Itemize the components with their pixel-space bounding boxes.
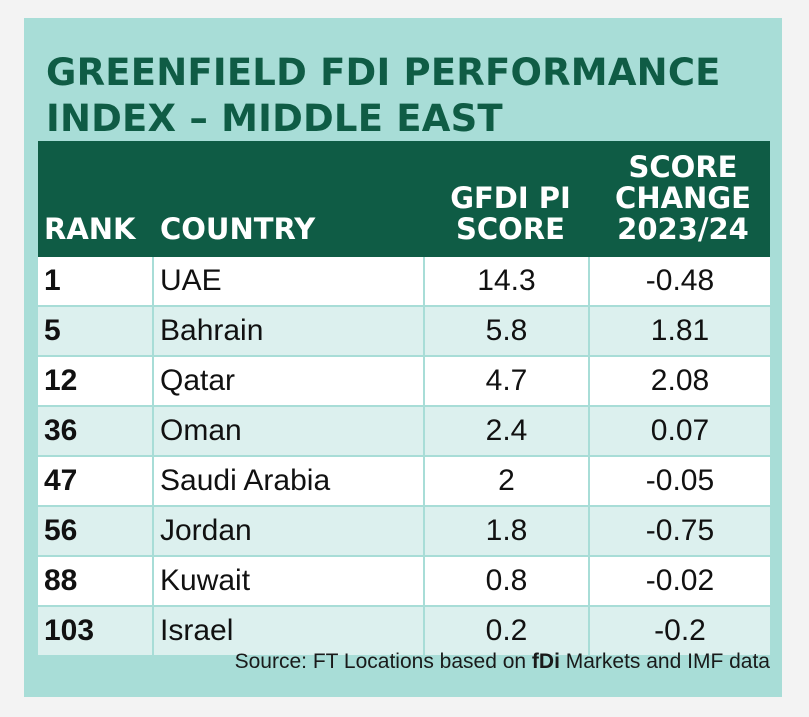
change-cell: -0.75 (590, 507, 770, 555)
score-cell: 2 (425, 457, 590, 505)
ranking-table: RANK COUNTRY GFDI PI SCORE SCORE CHANGE … (38, 141, 770, 657)
country-cell: Israel (154, 607, 425, 655)
table-row: 103 Israel 0.2 -0.2 (38, 607, 770, 657)
table-row: 5 Bahrain 5.8 1.81 (38, 307, 770, 357)
change-cell: -0.48 (590, 257, 770, 305)
header-change-line-3: 2023/24 (617, 212, 749, 246)
score-cell: 5.8 (425, 307, 590, 355)
header-change-line-2: CHANGE (615, 181, 751, 215)
change-cell: -0.02 (590, 557, 770, 605)
rank-cell: 103 (38, 607, 154, 655)
header-score: GFDI PI SCORE (428, 183, 593, 245)
country-cell: Saudi Arabia (154, 457, 425, 505)
score-cell: 2.4 (425, 407, 590, 455)
score-cell: 0.2 (425, 607, 590, 655)
table-row: 1 UAE 14.3 -0.48 (38, 257, 770, 307)
chart-title: GREENFIELD FDI PERFORMANCE INDEX – MIDDL… (46, 51, 721, 140)
source-brand: fDi (531, 650, 560, 673)
rank-cell: 88 (38, 557, 154, 605)
table-row: 47 Saudi Arabia 2 -0.05 (38, 457, 770, 507)
score-cell: 0.8 (425, 557, 590, 605)
infographic-card: GREENFIELD FDI PERFORMANCE INDEX – MIDDL… (24, 18, 782, 697)
table-row: 56 Jordan 1.8 -0.75 (38, 507, 770, 557)
change-cell: 1.81 (590, 307, 770, 355)
country-cell: Oman (154, 407, 425, 455)
country-cell: Bahrain (154, 307, 425, 355)
header-change-line-1: SCORE (628, 150, 738, 184)
country-cell: Qatar (154, 357, 425, 405)
header-rank: RANK (44, 212, 136, 246)
rank-cell: 47 (38, 457, 154, 505)
header-country: COUNTRY (160, 212, 316, 246)
score-cell: 14.3 (425, 257, 590, 305)
rank-cell: 12 (38, 357, 154, 405)
country-cell: UAE (154, 257, 425, 305)
source-note: Source: FT Locations based on fDi Market… (235, 650, 770, 674)
table-header: RANK COUNTRY GFDI PI SCORE SCORE CHANGE … (38, 141, 770, 257)
country-cell: Jordan (154, 507, 425, 555)
change-cell: -0.05 (590, 457, 770, 505)
table-row: 36 Oman 2.4 0.07 (38, 407, 770, 457)
table-body: 1 UAE 14.3 -0.48 5 Bahrain 5.8 1.81 12 Qatar 4.7 2.… (38, 257, 770, 657)
change-cell: 0.07 (590, 407, 770, 455)
change-cell: -0.2 (590, 607, 770, 655)
score-cell: 4.7 (425, 357, 590, 405)
score-cell: 1.8 (425, 507, 590, 555)
country-cell: Kuwait (154, 557, 425, 605)
source-prefix: Source: FT Locations based on (234, 650, 532, 673)
header-score-line-2: SCORE (456, 212, 565, 246)
table-row: 12 Qatar 4.7 2.08 (38, 357, 770, 407)
rank-cell: 5 (38, 307, 154, 355)
rank-cell: 1 (38, 257, 154, 305)
header-score-line-1: GFDI PI (450, 181, 571, 215)
table-row: 88 Kuwait 0.8 -0.02 (38, 557, 770, 607)
source-suffix: Markets and IMF data (559, 650, 770, 673)
rank-cell: 36 (38, 407, 154, 455)
rank-cell: 56 (38, 507, 154, 555)
header-change: SCORE CHANGE 2023/24 (596, 152, 770, 245)
change-cell: 2.08 (590, 357, 770, 405)
